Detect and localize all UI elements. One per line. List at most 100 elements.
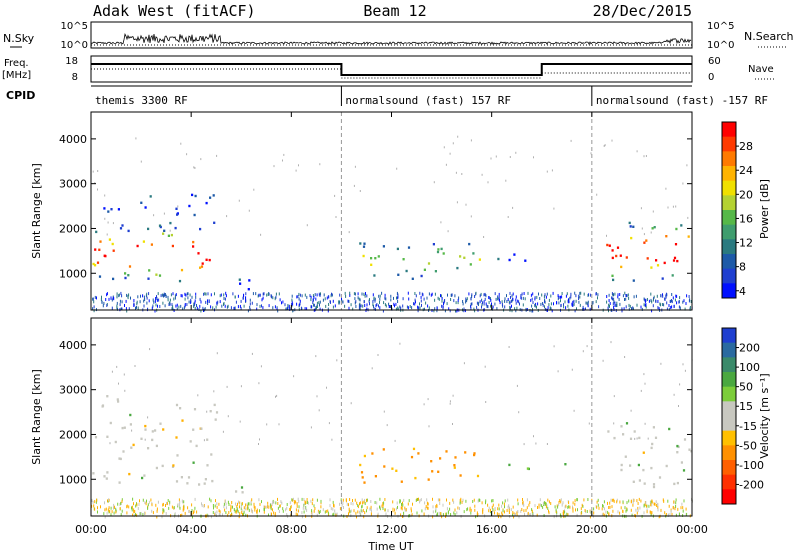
clutter-cell bbox=[520, 296, 522, 300]
clutter-cell bbox=[240, 505, 242, 509]
clutter-cell bbox=[182, 307, 184, 311]
clutter-cell bbox=[289, 307, 291, 311]
clutter-cell bbox=[488, 506, 490, 510]
clutter-cell bbox=[664, 511, 666, 515]
echo-cell bbox=[119, 227, 123, 230]
clutter-cell bbox=[176, 307, 178, 311]
clutter-cell bbox=[498, 507, 500, 511]
clutter-cell bbox=[602, 504, 604, 508]
speckle-cell bbox=[144, 438, 146, 441]
clutter-cell bbox=[674, 507, 676, 511]
clutter-cell bbox=[459, 499, 461, 503]
echo-cell bbox=[123, 426, 126, 429]
clutter-cell bbox=[289, 507, 291, 511]
echo-cell bbox=[189, 440, 192, 443]
clutter-cell bbox=[474, 504, 476, 508]
speckle-cell bbox=[140, 160, 142, 163]
clutter-cell bbox=[366, 303, 368, 307]
clutter-cell bbox=[374, 307, 376, 311]
echo-cell bbox=[201, 262, 204, 265]
clutter-cell bbox=[363, 300, 365, 304]
clutter-cell bbox=[546, 292, 548, 296]
clutter-cell bbox=[285, 508, 287, 512]
clutter-cell bbox=[596, 500, 598, 504]
speckle-cell bbox=[193, 166, 195, 169]
speckle-cell bbox=[586, 345, 588, 348]
clutter-cell bbox=[132, 513, 134, 517]
echo-cell bbox=[683, 438, 687, 441]
echo-cell bbox=[676, 451, 679, 454]
clutter-cell bbox=[267, 293, 269, 296]
echo-cell bbox=[95, 230, 98, 234]
clutter-cell bbox=[656, 504, 658, 507]
clutter-cell bbox=[266, 293, 268, 297]
clutter-cell bbox=[522, 303, 524, 307]
speckle-cell bbox=[278, 423, 280, 426]
colorbar-frame bbox=[721, 121, 737, 299]
echo-cell bbox=[608, 244, 611, 247]
speckle-cell bbox=[319, 163, 321, 166]
clutter-cell bbox=[254, 506, 256, 510]
echo-cell bbox=[405, 269, 408, 273]
clutter-cell bbox=[443, 302, 444, 305]
clutter-cell bbox=[385, 512, 387, 516]
echo-cell bbox=[651, 227, 654, 230]
colorbar-swatch bbox=[722, 489, 736, 505]
echo-cell bbox=[117, 208, 120, 211]
clutter-cell bbox=[509, 291, 511, 295]
clutter-cell bbox=[403, 511, 405, 515]
echo-cell bbox=[191, 193, 194, 197]
clutter-cell bbox=[683, 499, 685, 503]
clutter-cell bbox=[435, 507, 437, 511]
clutter-cell bbox=[607, 510, 609, 514]
clutter-cell bbox=[127, 296, 129, 300]
clutter-cell bbox=[542, 303, 544, 307]
echo-cell bbox=[212, 194, 215, 197]
clutter-cell bbox=[126, 309, 128, 313]
clutter-cell bbox=[488, 509, 490, 513]
clutter-cell bbox=[139, 300, 141, 304]
clutter-cell bbox=[366, 499, 368, 503]
clutter-cell bbox=[137, 507, 139, 510]
clutter-cell bbox=[120, 291, 122, 295]
x-tick-label: 12:00 bbox=[376, 523, 408, 536]
clutter-cell bbox=[586, 510, 588, 513]
clutter-cell bbox=[194, 307, 196, 310]
clutter-cell bbox=[524, 512, 525, 516]
colorbar-swatch bbox=[722, 342, 736, 358]
clutter-cell bbox=[231, 513, 233, 517]
clutter-cell bbox=[270, 504, 272, 508]
clutter-cell bbox=[195, 292, 197, 296]
clutter-cell bbox=[528, 503, 530, 507]
clutter-cell bbox=[343, 506, 344, 509]
clutter-cell bbox=[327, 509, 329, 513]
clutter-cell bbox=[144, 512, 145, 515]
clutter-cell bbox=[499, 298, 500, 302]
clutter-cell bbox=[547, 498, 549, 502]
echo-cell bbox=[663, 261, 666, 265]
clutter-cell bbox=[534, 303, 536, 307]
clutter-cell bbox=[269, 505, 271, 509]
clutter-cell bbox=[136, 302, 138, 306]
freq-right-tick-top: 60 bbox=[708, 56, 721, 67]
clutter-cell bbox=[320, 505, 322, 509]
clutter-cell bbox=[589, 510, 591, 514]
speckle-cell bbox=[644, 422, 646, 425]
clutter-cell bbox=[541, 293, 543, 297]
clutter-cell bbox=[404, 506, 406, 510]
speckle-cell bbox=[553, 207, 555, 210]
echo-cell bbox=[645, 239, 648, 242]
clutter-cell bbox=[157, 292, 159, 296]
clutter-cell bbox=[455, 301, 457, 305]
echo-cell bbox=[140, 437, 143, 440]
clutter-cell bbox=[526, 506, 528, 510]
clutter-cell bbox=[670, 509, 672, 513]
clutter-cell bbox=[520, 294, 522, 298]
clutter-cell bbox=[628, 303, 630, 307]
clutter-cell bbox=[408, 297, 410, 301]
clutter-cell bbox=[435, 509, 437, 513]
clutter-cell bbox=[558, 500, 560, 504]
clutter-cell bbox=[553, 515, 555, 519]
clutter-cell bbox=[366, 294, 368, 298]
clutter-cell bbox=[524, 297, 526, 301]
